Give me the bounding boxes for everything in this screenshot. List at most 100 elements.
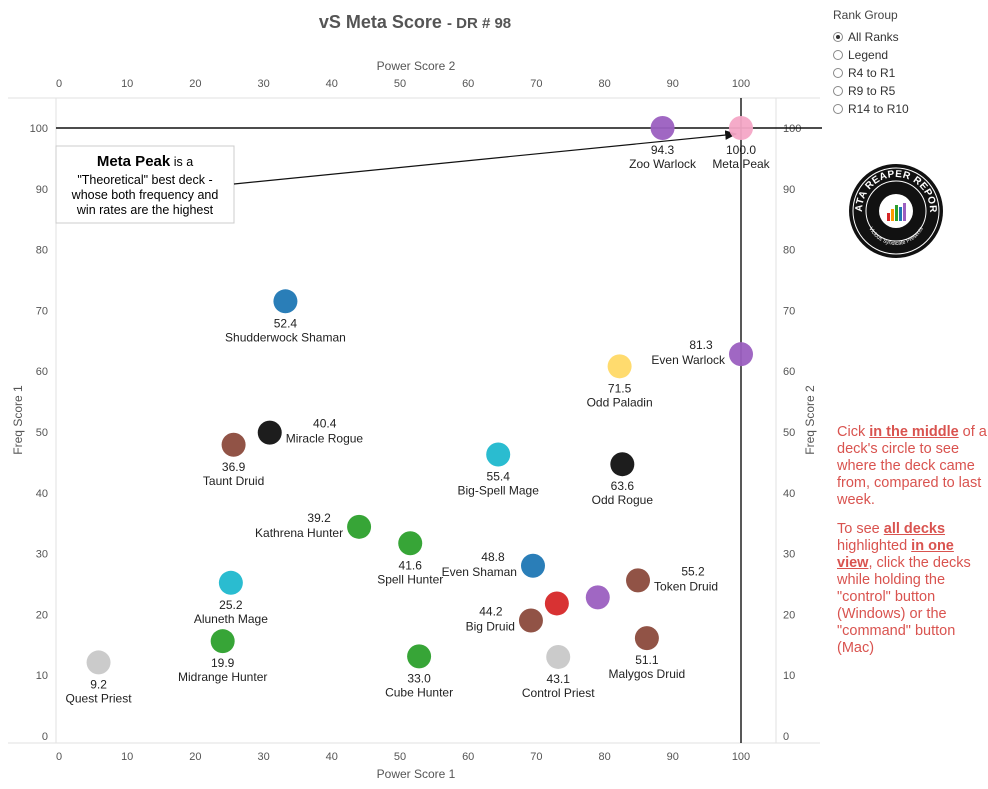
radio-icon[interactable] [833,86,843,96]
deck-point-unlabeled[interactable] [544,591,569,616]
y-tick-label: 10 [36,670,48,682]
deck-point-aluneth-mage[interactable] [218,570,243,595]
radio-icon[interactable] [833,32,843,42]
deck-point-midrange-hunter[interactable] [210,629,235,654]
radio-icon[interactable] [833,104,843,114]
x2-tick-label: 50 [394,78,406,90]
deck-value-label: 43.1 [547,672,571,686]
y2-axis-label: Freq Score 2 [803,385,817,455]
annotation-line1: Meta Peak is a [97,153,193,170]
y-tick-label: 100 [30,123,48,135]
deck-point-token-druid[interactable] [626,568,651,593]
axes: 0010102020303040405050606070708080909010… [11,59,817,781]
deck-point-big-druid[interactable] [518,608,543,633]
deck-value-label: 48.8 [481,550,505,564]
instructions-p2: To see all decks highlighted in one view… [837,521,971,656]
x2-tick-label: 60 [462,78,474,90]
deck-value-label: 71.5 [608,381,632,395]
y2-tick-label: 40 [783,488,795,500]
deck-name-label: Big-Spell Mage [458,483,540,497]
radio-icon[interactable] [833,68,843,78]
deck-value-label: 55.2 [681,564,705,578]
deck-name-label: Shudderwock Shaman [225,330,346,344]
deck-value-label: 94.3 [651,143,675,157]
deck-name-label: Control Priest [522,686,595,700]
rank-option-all-ranks[interactable]: All Ranks [833,28,909,46]
deck-value-label: 19.9 [211,656,235,670]
deck-point-quest-priest[interactable] [86,650,111,675]
annotation-box [55,145,235,224]
deck-name-label: Odd Rogue [592,493,654,507]
deck-point-shudderwock-shaman[interactable] [273,289,298,314]
y-tick-label: 30 [36,549,48,561]
x-tick-label: 30 [257,751,269,763]
y-tick-label: 40 [36,488,48,500]
deck-name-label: Midrange Hunter [178,670,267,684]
deck-value-label: 33.0 [407,671,431,685]
x-tick-label: 100 [732,751,750,763]
x-tick-label: 70 [530,751,542,763]
deck-point-taunt-druid[interactable] [221,432,246,457]
x-tick-label: 10 [121,751,133,763]
y2-tick-label: 50 [783,427,795,439]
deck-point-miracle-rogue[interactable] [257,420,282,445]
x2-tick-label: 80 [598,78,610,90]
y2-tick-label: 70 [783,305,795,317]
deck-value-label: 52.4 [274,316,298,330]
annotation-line2: "Theoretical" best deck - [77,173,212,187]
x2-tick-label: 70 [530,78,542,90]
deck-point-spell-hunter[interactable] [398,531,423,556]
deck-name-label: Quest Priest [66,691,133,705]
deck-point-cube-hunter[interactable] [407,644,432,669]
x2-tick-label: 40 [326,78,338,90]
rank-option-r14-r10[interactable]: R14 to R10 [833,100,909,118]
x-tick-label: 80 [598,751,610,763]
deck-name-label: Odd Paladin [587,395,653,409]
instructions-emphasis: in the middle [869,424,959,440]
deck-point-zoo-warlock[interactable] [650,116,675,140]
deck-point-odd-rogue[interactable] [610,452,635,477]
y-tick-label: 20 [36,609,48,621]
deck-value-label: 39.2 [307,511,331,525]
deck-point-even-warlock[interactable] [729,342,753,367]
annotation-bold: Meta Peak [97,153,171,170]
deck-point-unlabeled[interactable] [585,585,610,610]
rank-option-r9-r5[interactable]: R9 to R5 [833,82,909,100]
deck-point-big-spell-mage[interactable] [486,442,511,467]
rank-option-label: R9 to R5 [848,84,896,98]
deck-point-control-priest[interactable] [546,644,571,669]
rank-option-label: All Ranks [848,30,899,44]
y-tick-label: 70 [36,305,48,317]
deck-name-label: Spell Hunter [377,572,443,586]
annotation-arrow [233,130,738,185]
deck-name-label: Taunt Druid [203,474,264,488]
deck-name-label: Aluneth Mage [194,612,268,626]
y2-tick-label: 90 [783,184,795,196]
deck-name-label: Zoo Warlock [629,157,697,171]
deck-value-label: 25.2 [219,598,243,612]
legend-title: Rank Group [833,8,898,22]
y2-tick-label: 0 [783,731,789,743]
deck-value-label: 9.2 [90,677,107,691]
reference-lines [56,98,822,743]
deck-name-label: Cube Hunter [385,685,453,699]
rank-option-r4-r1[interactable]: R4 to R1 [833,64,909,82]
y-tick-label: 80 [36,245,48,257]
instructions-emphasis: in one view [837,538,954,571]
deck-value-label: 41.6 [399,558,423,572]
rank-option-label: Legend [848,48,889,62]
rank-option-legend[interactable]: Legend [833,46,909,64]
deck-point-even-shaman[interactable] [520,553,545,578]
deck-point-malygos-druid[interactable] [634,626,659,651]
deck-point-odd-paladin[interactable] [607,354,632,379]
deck-point-meta-peak[interactable] [729,116,753,140]
x2-tick-label: 0 [56,78,62,90]
chart-title-main: vS Meta Score [318,12,442,32]
y-tick-label: 50 [36,427,48,439]
radio-icon[interactable] [833,50,843,60]
chart-title: vS Meta Score - DR # 98 [318,12,512,32]
deck-point-kathrena-hunter[interactable] [347,514,372,539]
x-tick-label: 90 [667,751,679,763]
